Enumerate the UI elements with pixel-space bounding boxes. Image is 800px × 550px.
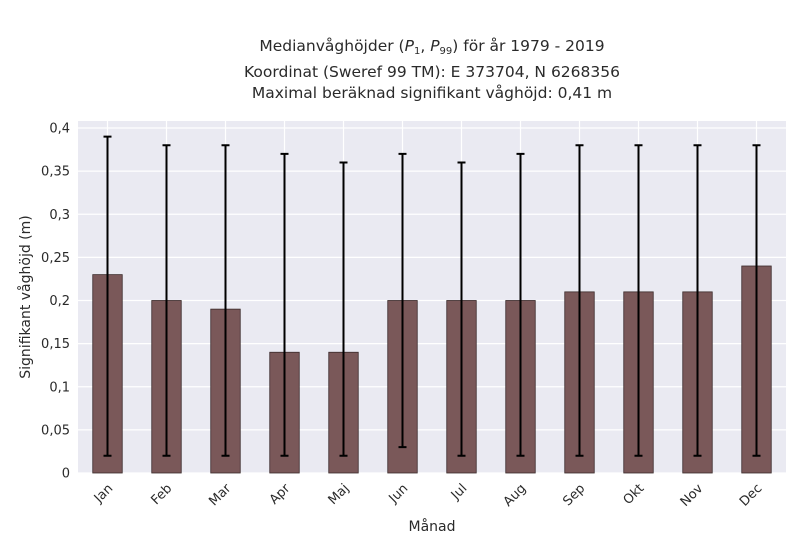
error-bar-maj <box>339 161 348 457</box>
x-tick-label: Jul <box>448 481 470 503</box>
y-tick-label: 0,2 <box>49 294 70 309</box>
error-bar-nov <box>693 144 702 457</box>
x-tick-label: Aug <box>501 481 530 510</box>
error-bar-aug <box>516 152 525 457</box>
error-bars <box>103 135 761 457</box>
title-line-1: Medianvåghöjder (P1, P99) för år 1979 - … <box>259 37 605 57</box>
x-tick-label: Mar <box>206 481 234 509</box>
plot-area <box>78 121 786 473</box>
y-tick-label: 0,4 <box>49 122 70 137</box>
x-tick-label: Feb <box>148 481 175 508</box>
title-line-2: Koordinat (Sweref 99 TM): E 373704, N 62… <box>244 63 620 81</box>
x-tick-label: Dec <box>737 481 765 509</box>
chart-title: Medianvåghöjder (P1, P99) för år 1979 - … <box>78 36 786 104</box>
x-tick-label: Nov <box>678 481 707 510</box>
error-bar-feb <box>162 144 171 457</box>
y-tick-label: 0,25 <box>41 251 70 266</box>
y-tick-label: 0,15 <box>41 337 70 352</box>
y-axis-ticks: 0 0,05 0,1 0,15 0,2 0,25 0,3 0,35 0,4 <box>41 122 70 482</box>
x-axis-ticks: Jan Feb Mar Apr Maj Jun Jul Aug Sep Okt Nov Dec <box>91 481 765 510</box>
error-bar-mar <box>221 144 230 457</box>
x-tick-label: Jan <box>91 481 116 506</box>
error-bar-apr <box>280 152 289 457</box>
error-bar-sep <box>575 144 584 457</box>
x-tick-label: Okt <box>621 481 648 508</box>
title-line-3: Maximal beräknad signifikant våghöjd: 0,… <box>251 84 613 102</box>
y-tick-label: 0,1 <box>49 380 70 395</box>
error-bar-jun <box>398 152 407 449</box>
y-axis-label: Signifikant våghöjd (m) <box>17 215 34 378</box>
y-tick-label: 0 <box>62 467 70 482</box>
x-tick-label: Maj <box>326 481 353 508</box>
x-axis-label: Månad <box>409 518 456 535</box>
error-bar-okt <box>634 144 643 457</box>
x-tick-label: Jun <box>386 481 412 507</box>
y-tick-label: 0,35 <box>41 165 70 180</box>
y-tick-label: 0,05 <box>41 423 70 438</box>
x-tick-label: Apr <box>267 481 294 508</box>
error-bar-dec <box>752 144 761 457</box>
y-tick-label: 0,3 <box>49 208 70 223</box>
error-bar-jul <box>457 161 466 457</box>
x-tick-label: Sep <box>560 481 588 509</box>
error-bar-jan <box>103 135 112 457</box>
